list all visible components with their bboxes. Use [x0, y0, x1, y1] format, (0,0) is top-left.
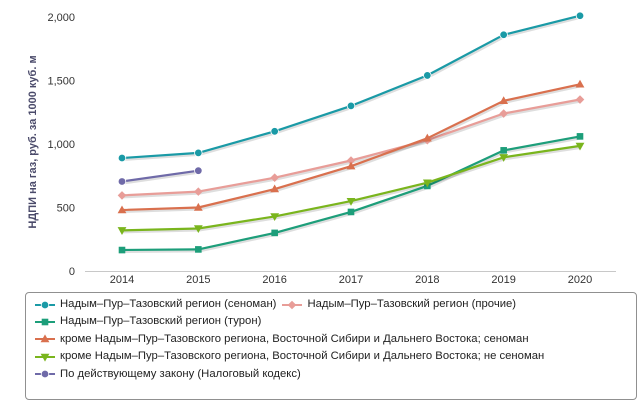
data-point — [499, 154, 509, 162]
data-point — [193, 225, 203, 234]
data-point — [499, 96, 509, 105]
data-point — [117, 153, 127, 163]
x-tick-labels: 2014 2015 2016 2017 2018 2019 2020 — [110, 274, 592, 286]
data-point — [576, 133, 584, 140]
x-tick-label: 2016 — [262, 274, 286, 286]
data-point — [423, 71, 432, 80]
series-2 — [117, 95, 585, 200]
legend-swatch-icon — [35, 318, 55, 326]
y-axis-title: НДПИ на газ, руб. за 1000 куб. м — [27, 55, 39, 228]
data-point — [499, 109, 508, 118]
legend-row: Надым–Пур–Тазовский регион (сеноман) Нады… — [34, 296, 628, 313]
legend-item[interactable]: По действующему закону (Налоговый кодекс… — [34, 366, 301, 383]
chart-legend: Надым–Пур–Тазовский регион (сеноман) Нады… — [25, 292, 637, 400]
data-point — [271, 229, 278, 237]
y-tick-label: 500 — [57, 203, 75, 215]
series-3 — [118, 133, 584, 254]
legend-label: кроме Надым–Пур–Тазовского региона, Вост… — [60, 332, 529, 345]
series-line-shadow — [122, 170, 200, 185]
legend-label: Надым–Пур–Тазовский регион (прочие) — [307, 298, 517, 310]
legend-label: По действующему закону (Налоговый кодекс… — [60, 367, 301, 380]
legend-marker-icon — [40, 353, 50, 362]
legend-row: кроме Надым–Пур–Тазовского региона, Вост… — [34, 348, 628, 365]
series-4 — [117, 79, 585, 214]
legend-marker-icon — [40, 370, 50, 379]
series-6 — [117, 166, 203, 186]
legend-swatch-icon — [35, 300, 55, 309]
data-point — [117, 191, 127, 200]
legend-item[interactable]: кроме Надым–Пур–Тазовского региона, Вост… — [34, 348, 544, 365]
legend-marker-icon — [288, 300, 297, 310]
data-point — [575, 79, 585, 88]
legend-item[interactable]: кроме Надым–Пур–Тазовского региона, Вост… — [34, 331, 529, 348]
series-line-shadow — [122, 15, 582, 161]
series-line — [121, 14, 581, 160]
x-tick-label: 2020 — [568, 274, 592, 286]
legend-label: кроме Надым–Пур–Тазовского региона, Вост… — [60, 350, 545, 363]
legend-row: кроме Надым–Пур–Тазовского региона, Вост… — [34, 331, 628, 348]
data-point — [575, 95, 585, 104]
legend-item[interactable]: Надым–Пур–Тазовский регион (сеноман) — [34, 296, 276, 313]
data-point — [118, 246, 126, 254]
y-tick-label: 1,000 — [47, 139, 75, 151]
data-point — [194, 166, 203, 175]
data-point — [270, 173, 279, 182]
series-5 — [117, 142, 585, 235]
data-point — [195, 246, 202, 253]
series-1 — [117, 11, 585, 163]
x-tick-label: 2014 — [110, 274, 134, 286]
y-tick-label: 1,500 — [47, 76, 75, 88]
legend-swatch-icon — [35, 353, 55, 362]
y-tick-label: 2,000 — [47, 12, 75, 24]
data-point — [117, 227, 127, 235]
legend-label: Надым–Пур–Тазовский регион (сеноман) — [60, 298, 277, 310]
x-tick-label: 2017 — [339, 274, 363, 286]
data-point — [270, 213, 280, 221]
data-point — [194, 187, 203, 196]
data-point — [500, 147, 507, 154]
legend-swatch-icon — [35, 370, 55, 379]
series-layer — [117, 11, 585, 254]
data-point — [422, 179, 432, 188]
series-line — [121, 169, 199, 183]
data-point — [499, 30, 508, 39]
data-point — [346, 197, 356, 206]
data-point — [575, 11, 585, 20]
legend-row: По действующему закону (Налоговый кодекс… — [34, 366, 628, 383]
x-tick-label: 2018 — [415, 274, 439, 286]
data-point — [117, 205, 127, 214]
legend-marker-icon — [40, 334, 50, 343]
line-chart: НДПИ на газ, руб. за 1000 куб. м 0 500 1,0… — [27, 11, 616, 286]
y-tick-labels: 0 500 1,000 1,500 2,000 — [47, 12, 75, 278]
data-point — [346, 161, 356, 170]
legend-marker-icon — [40, 300, 50, 309]
legend-row: Надым–Пур–Тазовский регион (турон) — [34, 313, 628, 330]
data-point — [193, 202, 203, 211]
data-point — [346, 101, 356, 111]
data-point — [194, 148, 203, 158]
x-tick-label: 2015 — [186, 274, 210, 286]
data-point — [270, 184, 280, 193]
legend-item[interactable]: Надым–Пур–Тазовский регион (турон) — [34, 313, 261, 330]
data-point — [347, 208, 355, 216]
data-point — [117, 177, 127, 186]
legend-label: Надым–Пур–Тазовский регион (турон) — [60, 315, 262, 328]
y-axis-label: НДПИ на газ, руб. за 1000 куб. м — [27, 55, 39, 228]
data-point — [422, 133, 432, 142]
legend-item[interactable]: Надым–Пур–Тазовский регион (прочие) — [281, 296, 516, 313]
data-point — [270, 127, 279, 136]
data-point — [575, 142, 585, 151]
legend-marker-icon — [41, 318, 49, 326]
data-point — [346, 156, 356, 165]
x-tick-label: 2019 — [491, 274, 515, 286]
legend-swatch-icon — [282, 300, 303, 310]
legend-swatch-icon — [35, 334, 55, 343]
y-tick-label: 0 — [69, 266, 75, 278]
